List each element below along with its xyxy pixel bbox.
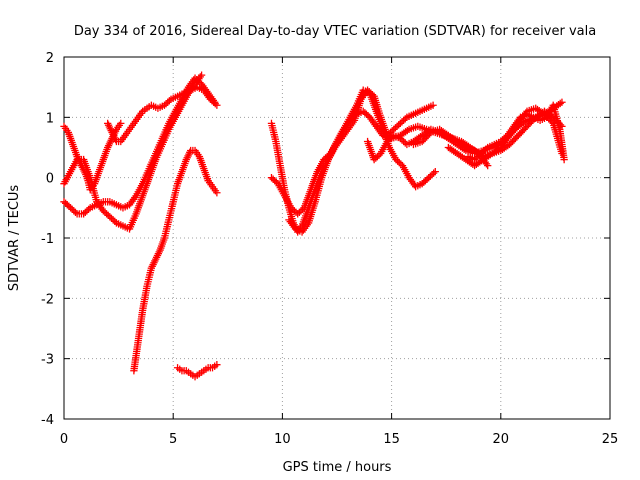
y-tick-label: -3 (41, 353, 54, 368)
series-arc-4 (104, 83, 221, 146)
data-point (558, 98, 566, 106)
y-tick-label: -1 (41, 232, 54, 247)
series-arc-9 (285, 86, 437, 236)
series-arc-3 (60, 71, 206, 233)
data-point (213, 361, 221, 369)
tick-layer (63, 56, 611, 420)
data-point (484, 161, 492, 170)
x-tick-label: 10 (274, 432, 291, 447)
data-marks (60, 71, 568, 381)
x-axis-label: GPS time / hours (283, 460, 392, 475)
data-point (197, 71, 206, 79)
x-tick-label: 25 (602, 432, 619, 447)
x-tick-label: 15 (383, 432, 400, 447)
data-point (213, 101, 221, 109)
y-tick-label: 1 (46, 111, 54, 126)
grid-layer (64, 57, 610, 419)
data-point (560, 155, 568, 164)
x-tick-labels: 0 5 10 15 20 25 (60, 432, 618, 447)
data-point (429, 101, 437, 109)
y-tick-label: -2 (41, 292, 54, 307)
y-tick-label: 0 (46, 172, 54, 187)
x-tick-label: 20 (493, 432, 510, 447)
y-axis-label: SDTVAR / TECUs (7, 185, 22, 292)
data-point (213, 189, 221, 197)
x-tick-label: 0 (60, 432, 68, 447)
data-point (117, 119, 125, 128)
y-tick-label: 2 (46, 51, 54, 66)
data-point (431, 167, 439, 176)
y-tick-labels: -4 -3 -2 -1 0 1 2 (41, 51, 54, 428)
chart-title: Day 334 of 2016, Sidereal Day-to-day VTE… (74, 24, 596, 39)
y-tick-label: -4 (41, 413, 54, 428)
series-arc-6 (173, 361, 221, 381)
series-arc-13 (464, 101, 568, 164)
x-tick-label: 5 (169, 432, 177, 447)
series-arc-5 (130, 146, 221, 375)
